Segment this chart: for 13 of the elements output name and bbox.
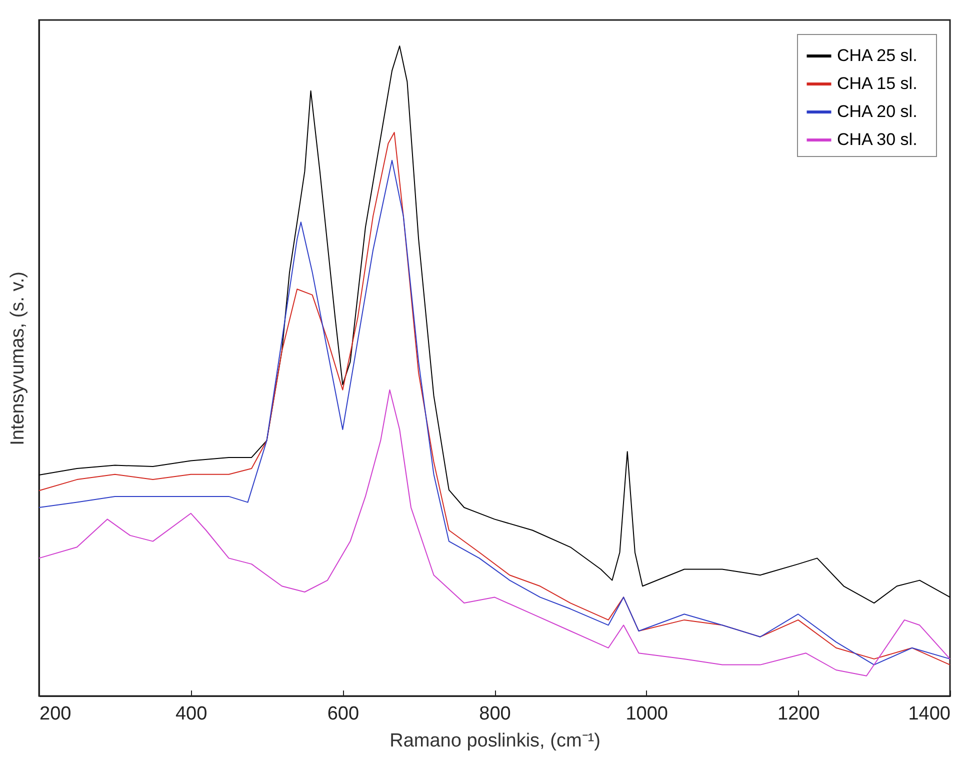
legend-label: CHA 15 sl. <box>837 74 918 93</box>
y-axis-title: Intensyvumas, (s. v.) <box>8 272 28 446</box>
legend-label: CHA 30 sl. <box>837 130 918 149</box>
x-tick-label: 1400 <box>908 704 950 724</box>
x-tick-label: 200 <box>40 704 72 724</box>
x-tick-label: 400 <box>175 704 208 724</box>
x-tick-label: 800 <box>479 704 511 724</box>
x-tick-label: 1200 <box>778 704 820 724</box>
x-axis-title: Ramano poslinkis, (cm⁻¹) <box>390 730 600 752</box>
legend-label: CHA 25 sl. <box>837 46 918 65</box>
legend-label: CHA 20 sl. <box>837 102 918 121</box>
x-tick-label: 600 <box>327 704 360 724</box>
x-tick-label: 1000 <box>626 704 668 724</box>
